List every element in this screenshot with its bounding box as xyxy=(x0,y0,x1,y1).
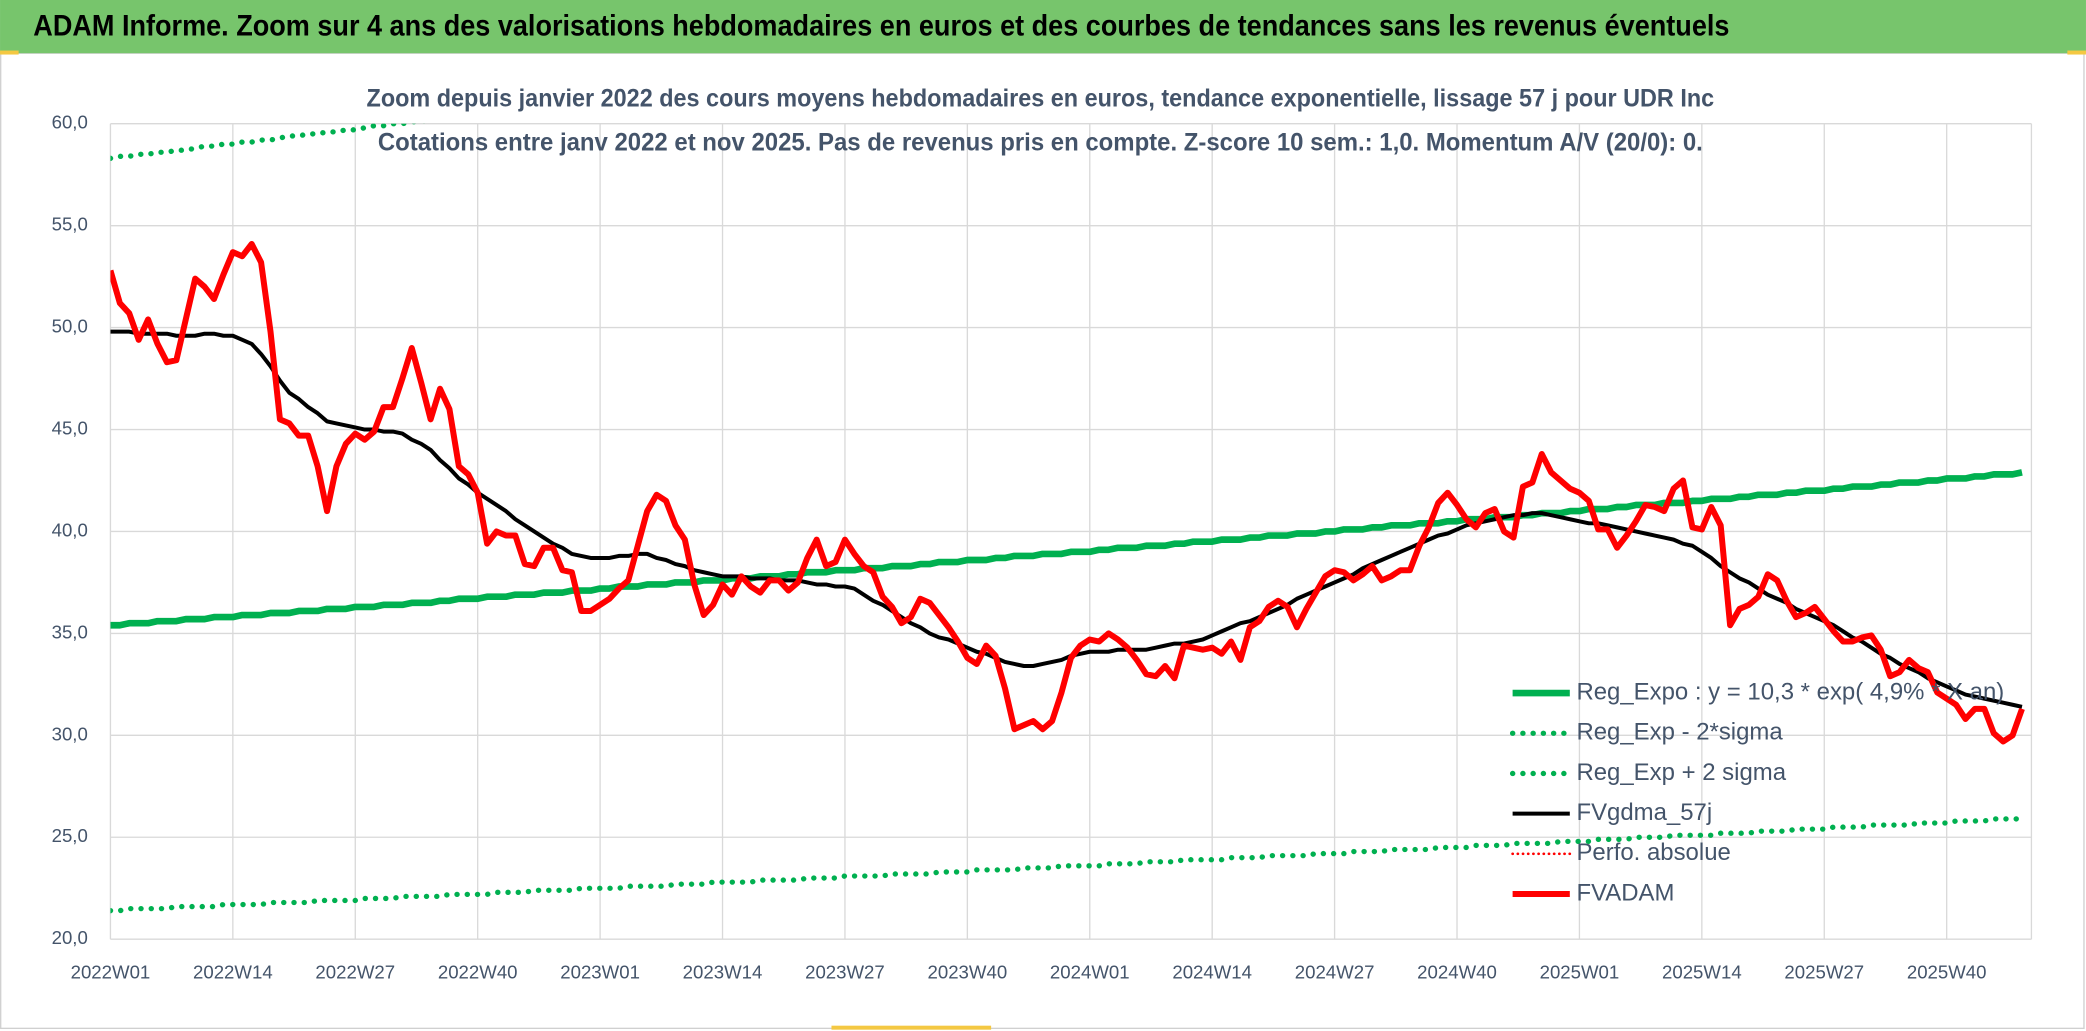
x-tick-label: 2024W14 xyxy=(1172,962,1252,983)
x-tick-label: 2024W27 xyxy=(1295,962,1375,983)
header-bar xyxy=(0,0,2086,54)
x-tick-label: 2025W01 xyxy=(1540,962,1620,983)
axis-labels: 20,0 25,0 30,0 35,0 40,0 45,0 50,0 55,0 60,0 2022… xyxy=(52,112,1987,983)
y-tick-label: 50,0 xyxy=(52,316,88,337)
y-tick-label: 25,0 xyxy=(52,825,88,846)
plot-area xyxy=(110,123,2025,914)
series-line xyxy=(110,329,2023,709)
y-tick-label: 35,0 xyxy=(52,621,88,642)
chart-title: Zoom depuis janvier 2022 des cours moyen… xyxy=(367,84,1715,112)
legend-label: Reg_Expo : y = 10,3 * exp( 4,9% * X an) xyxy=(1576,678,2004,705)
y-tick-label: 60,0 xyxy=(52,112,88,133)
x-tick-label: 2025W14 xyxy=(1662,962,1742,983)
y-tick-label: 30,0 xyxy=(52,723,88,744)
series-line xyxy=(110,241,2025,745)
x-tick-label: 2023W40 xyxy=(928,962,1008,983)
x-tick-label: 2022W01 xyxy=(71,962,151,983)
y-tick-label: 55,0 xyxy=(52,214,88,235)
legend: Reg_Expo : y = 10,3 * exp( 4,9% * X an) R… xyxy=(1509,678,2004,906)
legend-label: FVgdma_57j xyxy=(1576,799,1712,826)
legend-label: FVADAM xyxy=(1576,879,1674,906)
chart-subtitle: Cotations entre janv 2022 et nov 2025. P… xyxy=(378,128,1703,156)
series-line xyxy=(110,816,2025,914)
x-tick-label: 2025W27 xyxy=(1784,962,1864,983)
x-tick-label: 2022W40 xyxy=(438,962,518,983)
corner-accent xyxy=(2067,50,2086,55)
bottom-accent xyxy=(831,1025,992,1030)
legend-label: Perfo. absolue xyxy=(1576,839,1730,866)
y-tick-label: 40,0 xyxy=(52,519,88,540)
corner-accent xyxy=(0,50,19,55)
y-tick-label: 20,0 xyxy=(52,927,88,948)
x-tick-label: 2023W27 xyxy=(805,962,885,983)
x-tick-label: 2025W40 xyxy=(1907,962,1987,983)
y-tick-label: 45,0 xyxy=(52,417,88,438)
legend-label: Reg_Exp + 2 sigma xyxy=(1576,759,1786,786)
x-tick-label: 2024W40 xyxy=(1417,962,1497,983)
legend-label: Reg_Exp - 2*sigma xyxy=(1576,719,1783,746)
header-title: ADAM Informe. Zoom sur 4 ans des valoris… xyxy=(33,11,1729,43)
x-tick-label: 2022W14 xyxy=(193,962,273,983)
x-tick-label: 2024W01 xyxy=(1050,962,1130,983)
x-tick-label: 2023W14 xyxy=(683,962,763,983)
x-tick-label: 2022W27 xyxy=(315,962,395,983)
series-line xyxy=(110,469,2023,629)
x-tick-label: 2023W01 xyxy=(560,962,640,983)
